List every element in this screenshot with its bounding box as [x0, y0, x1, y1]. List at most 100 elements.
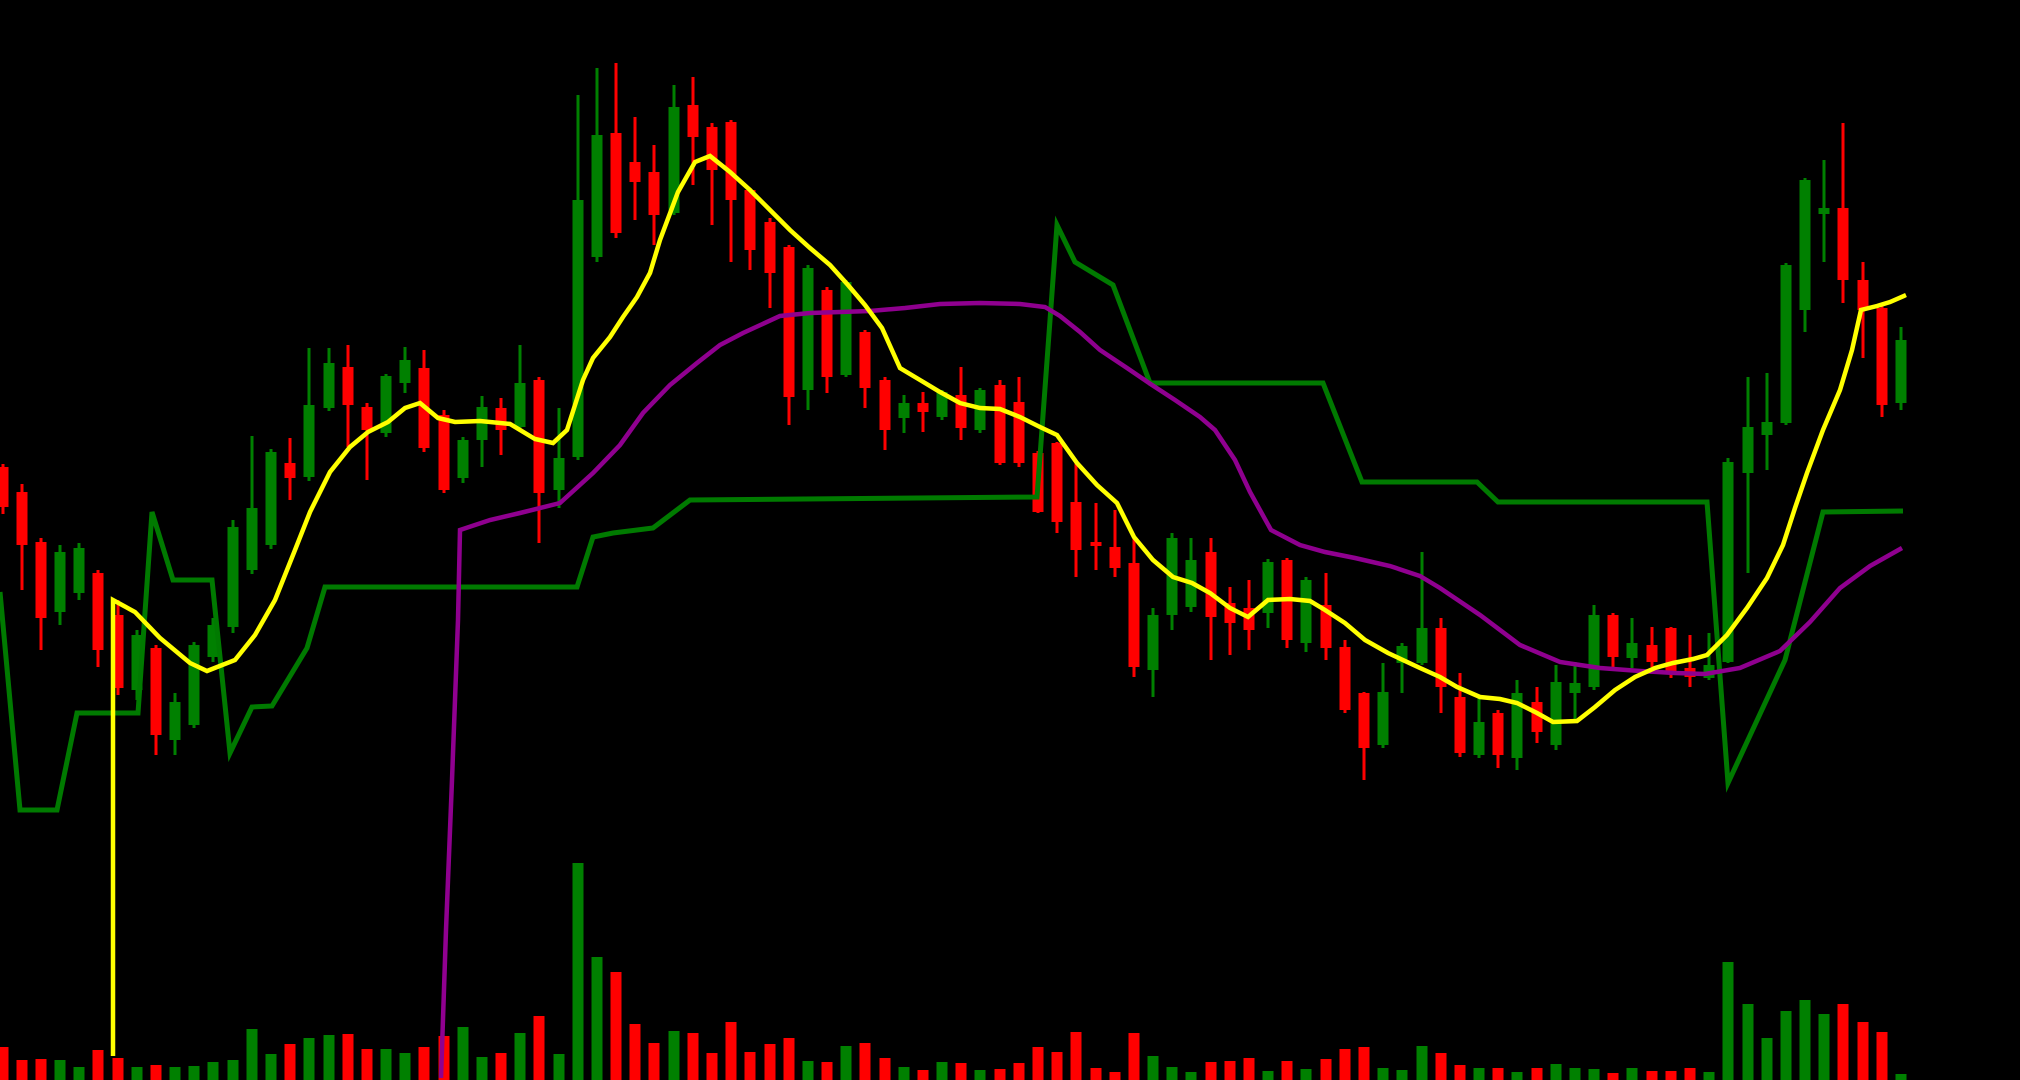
- candle-body: [1665, 628, 1677, 673]
- candle-body: [1262, 562, 1274, 613]
- candle-body: [725, 122, 737, 200]
- candle-body: [1070, 502, 1082, 550]
- candle-body: [150, 648, 162, 735]
- candle-body: [1090, 542, 1102, 546]
- volume-bar: [1857, 1022, 1869, 1080]
- ma-slow-purple: [438, 300, 1904, 1079]
- candle-body: [16, 492, 28, 545]
- volume-bar: [1588, 1069, 1600, 1080]
- candle-body: [955, 395, 967, 428]
- candle-body: [821, 290, 833, 377]
- candle-body: [1416, 628, 1428, 663]
- candle-body: [936, 392, 948, 417]
- volume-bar: [744, 1052, 756, 1080]
- candle-body: [687, 105, 699, 137]
- volume-bar: [1243, 1058, 1255, 1080]
- candle-wick: [1420, 552, 1424, 665]
- volume-bar: [457, 1027, 469, 1080]
- candle-body: [764, 222, 776, 273]
- volume-bar: [1185, 1072, 1197, 1080]
- candle-body: [112, 615, 124, 688]
- candle-body: [1876, 308, 1888, 405]
- volume-bar: [898, 1067, 910, 1080]
- volume-bar: [764, 1044, 776, 1080]
- volume-bar: [418, 1047, 430, 1080]
- candle-body: [879, 380, 891, 430]
- candle-body: [706, 127, 718, 170]
- candle-body: [1722, 462, 1734, 662]
- candle-body: [859, 332, 871, 388]
- volume-bar: [1780, 1011, 1792, 1080]
- stop-line-green: [0, 215, 1904, 813]
- volume-bar: [725, 1022, 737, 1080]
- candle-body: [917, 403, 929, 412]
- candle-body: [399, 360, 411, 383]
- candle-body: [1300, 580, 1312, 643]
- volume-bar: [246, 1029, 258, 1080]
- volume-bar: [706, 1053, 718, 1080]
- candle-body: [131, 635, 143, 690]
- candle-body: [323, 363, 335, 408]
- volume-bar: [1722, 962, 1734, 1080]
- volume-bar: [1416, 1046, 1428, 1080]
- volume-bar: [1320, 1059, 1332, 1080]
- candle-body: [73, 548, 85, 593]
- candle-body: [1492, 713, 1504, 755]
- volume-bar: [821, 1062, 833, 1080]
- volume-bar: [955, 1063, 967, 1080]
- volume-bar: [572, 863, 584, 1080]
- candle-body: [1607, 615, 1619, 657]
- candle-wick: [1113, 510, 1117, 577]
- candle-body: [610, 133, 622, 233]
- volume-bar: [1646, 1071, 1658, 1080]
- candle-body: [1742, 427, 1754, 473]
- candle-body: [1511, 693, 1523, 758]
- candle-body: [265, 452, 277, 545]
- candle-body: [1339, 647, 1351, 710]
- volume-bar: [859, 1043, 871, 1080]
- volume-bar: [112, 1058, 124, 1080]
- candle-wick: [1094, 503, 1098, 570]
- candle-body: [783, 247, 795, 397]
- volume-bar: [1761, 1038, 1773, 1080]
- volume-bar: [73, 1067, 85, 1080]
- candle-body: [342, 367, 354, 405]
- volume-bar: [1569, 1068, 1581, 1080]
- candle-body: [1109, 547, 1121, 568]
- volume-bar: [783, 1038, 795, 1080]
- volume-bar: [1876, 1032, 1888, 1080]
- volume-bar: [1550, 1064, 1562, 1080]
- volume-bar: [514, 1033, 526, 1080]
- candle-body: [246, 508, 258, 570]
- volume-bar: [131, 1067, 143, 1080]
- candle-body: [1128, 563, 1140, 667]
- candle-body: [629, 162, 641, 182]
- candle-body: [1377, 692, 1389, 745]
- volume-bar: [1281, 1061, 1293, 1080]
- volume-bar: [361, 1049, 373, 1080]
- volume-bar: [323, 1035, 335, 1080]
- volume-bar: [284, 1044, 296, 1080]
- volume-bar: [1473, 1068, 1485, 1080]
- volume-bar: [1837, 1004, 1849, 1080]
- candle-body: [1626, 643, 1638, 658]
- candle-wick: [1765, 373, 1769, 470]
- candle-body: [1895, 340, 1907, 403]
- volume-bar: [1205, 1062, 1217, 1080]
- candle-body: [1435, 628, 1447, 687]
- volume-bar: [1166, 1067, 1178, 1080]
- volume-bar: [974, 1070, 986, 1080]
- candle-body: [1473, 722, 1485, 755]
- volume-bar: [1818, 1014, 1830, 1080]
- candle-body: [648, 172, 660, 215]
- volume-bar: [1607, 1073, 1619, 1080]
- candle-body: [92, 573, 104, 650]
- candle-body: [54, 552, 66, 612]
- candle-body: [840, 282, 852, 375]
- volume-bar: [1051, 1052, 1063, 1080]
- volume-bar: [1300, 1069, 1312, 1080]
- volume-bar: [1703, 1072, 1715, 1080]
- volume-bar: [1147, 1056, 1159, 1080]
